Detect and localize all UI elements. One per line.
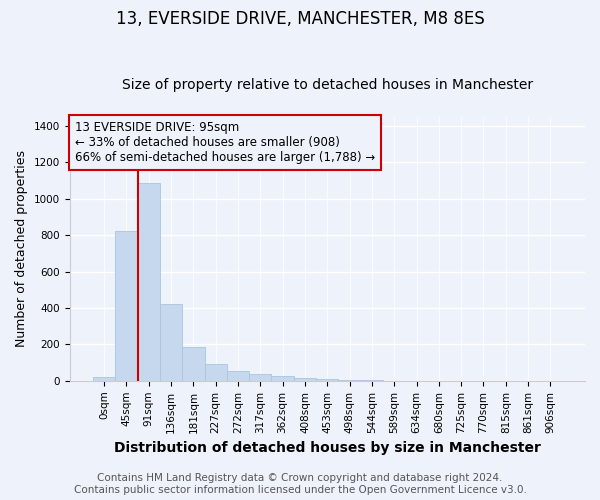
Bar bbox=[93, 377, 115, 381]
Title: Size of property relative to detached houses in Manchester: Size of property relative to detached ho… bbox=[122, 78, 533, 92]
Text: 13 EVERSIDE DRIVE: 95sqm
← 33% of detached houses are smaller (908)
66% of semi-: 13 EVERSIDE DRIVE: 95sqm ← 33% of detach… bbox=[74, 120, 375, 164]
Bar bbox=[271, 376, 294, 381]
Bar bbox=[316, 380, 338, 381]
Text: 13, EVERSIDE DRIVE, MANCHESTER, M8 8ES: 13, EVERSIDE DRIVE, MANCHESTER, M8 8ES bbox=[116, 10, 484, 28]
Bar bbox=[294, 378, 316, 381]
Bar bbox=[137, 183, 160, 381]
Bar bbox=[227, 371, 249, 381]
Bar bbox=[205, 364, 227, 381]
Bar bbox=[249, 374, 271, 381]
Bar bbox=[115, 230, 137, 381]
Text: Contains HM Land Registry data © Crown copyright and database right 2024.
Contai: Contains HM Land Registry data © Crown c… bbox=[74, 474, 526, 495]
Bar bbox=[338, 380, 361, 381]
X-axis label: Distribution of detached houses by size in Manchester: Distribution of detached houses by size … bbox=[114, 441, 541, 455]
Bar bbox=[160, 304, 182, 381]
Y-axis label: Number of detached properties: Number of detached properties bbox=[15, 150, 28, 348]
Bar bbox=[182, 347, 205, 381]
